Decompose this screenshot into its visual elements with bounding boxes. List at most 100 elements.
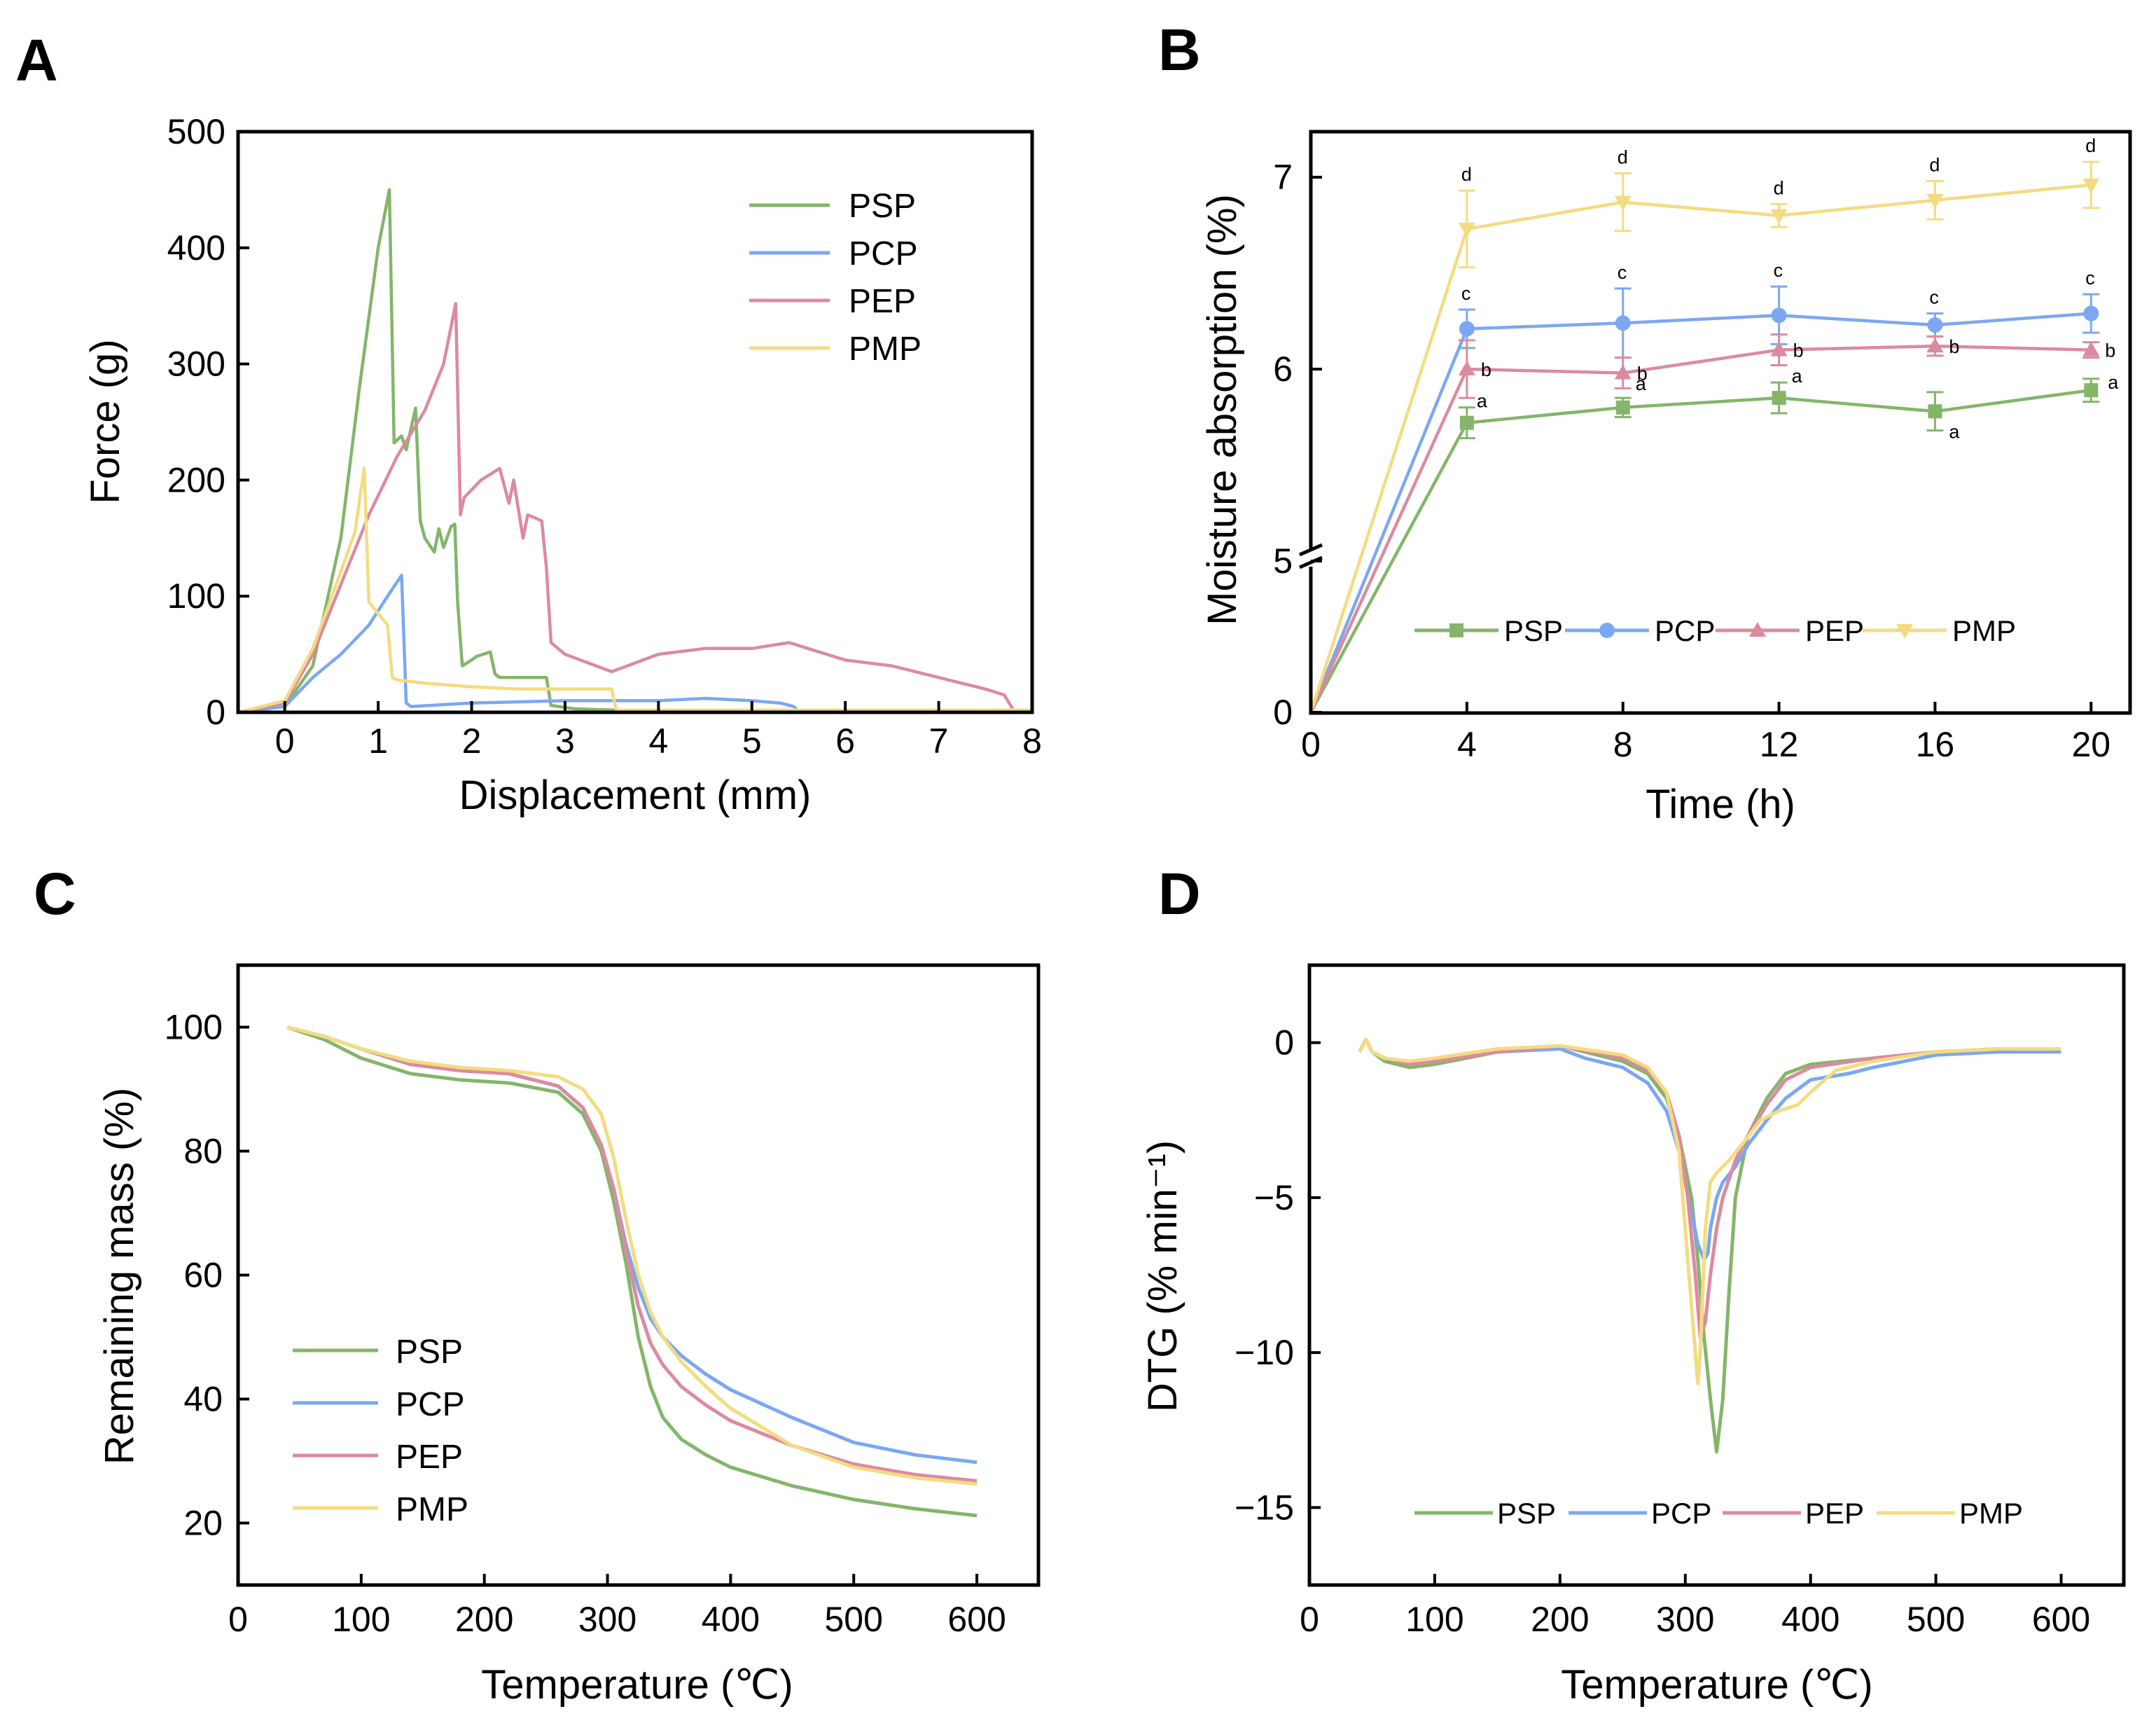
data-marker-pcp <box>1771 307 1787 324</box>
legend-label-psp: PSP <box>1497 1497 1556 1530</box>
data-marker-pmp <box>1614 195 1632 211</box>
legend-label-pcp: PCP <box>1651 1497 1711 1530</box>
y-tick-label: 0 <box>1274 1023 1294 1063</box>
series-line-pmp <box>1309 183 2092 713</box>
series-line-psp <box>286 1025 978 1518</box>
x-tick-label: 2 <box>462 721 482 761</box>
significance-letter-pcp: c <box>2085 268 2095 289</box>
y-axis-label-b: Moisture absorption (%) <box>1199 194 1245 625</box>
legend-label-pcp: PCP <box>396 1386 465 1423</box>
y-tick-label: 500 <box>167 112 225 151</box>
panel-label-b: B <box>1158 17 1201 83</box>
data-marker-psp <box>1459 415 1474 430</box>
legend-marker-pmp <box>1896 624 1913 639</box>
data-marker-pep <box>1926 338 1944 353</box>
significance-letter-pmp: d <box>1774 177 1784 198</box>
series-line-pep <box>1309 344 2092 713</box>
series-line-pmp <box>1358 1037 2061 1385</box>
legend-label-pmp: PMP <box>1959 1497 2023 1530</box>
y-tick-label: 20 <box>183 1504 223 1543</box>
y-tick-label: 5 <box>1273 541 1293 581</box>
significance-letter-psp: a <box>1477 391 1488 412</box>
series-line-pep <box>237 302 1032 714</box>
x-tick-label: 8 <box>1613 725 1633 764</box>
y-tick-label: 7 <box>1273 158 1293 197</box>
x-tick-label: 200 <box>455 1600 513 1639</box>
data-marker-pmp <box>2082 178 2100 193</box>
legend-marker-pep <box>1749 622 1766 637</box>
x-axis-label-b: Time (h) <box>1646 782 1795 827</box>
x-tick-label: 4 <box>1457 725 1477 764</box>
data-marker-psp <box>1615 400 1630 415</box>
x-tick-label: 3 <box>555 721 575 761</box>
significance-letter-pmp: d <box>1929 154 1940 175</box>
legend-label-pep: PEP <box>849 283 916 320</box>
y-axis-label-c: Remaining mass (%) <box>97 1088 142 1465</box>
x-tick-label: 16 <box>1916 725 1955 764</box>
data-marker-pep <box>1614 364 1632 380</box>
significance-letter-pep: b <box>1949 336 1959 357</box>
panel-a: A 0 1 2 3 4 5 6 7 8 0 100 200 300 400 500 Displacement… <box>15 27 1042 818</box>
x-tick-label: 500 <box>825 1600 883 1639</box>
y-tick-label: −5 <box>1254 1178 1294 1217</box>
y-tick-label: 60 <box>183 1256 223 1295</box>
legend-marker-pcp <box>1599 623 1615 638</box>
data-marker-pep <box>1770 341 1788 357</box>
panel-d: D 0 100 200 300 400 500 600 0 −5 −10 −15 Temperatu… <box>1140 861 2126 1708</box>
significance-letter-pep: b <box>1637 363 1648 384</box>
plot-frame-a <box>236 130 1034 714</box>
x-tick-label: 100 <box>1405 1600 1463 1639</box>
axis-break-mark <box>1298 543 1323 557</box>
x-tick-label: 7 <box>929 721 949 761</box>
data-marker-psp <box>1772 391 1786 406</box>
y-tick-label: 0 <box>206 693 225 732</box>
series-line-pcp <box>1309 312 2092 713</box>
y-tick-label: 0 <box>1273 693 1293 732</box>
data-marker-pcp <box>2083 305 2099 321</box>
y-tick-label: −10 <box>1235 1333 1294 1372</box>
x-tick-label: 0 <box>275 721 295 761</box>
significance-letter-pcp: c <box>1461 283 1471 304</box>
y-tick-label: −15 <box>1235 1488 1294 1527</box>
x-tick-label: 400 <box>702 1600 760 1639</box>
x-tick-label: 300 <box>1656 1600 1714 1639</box>
legend-label-pcp: PCP <box>1655 614 1715 647</box>
legend-label-pcp: PCP <box>849 235 918 272</box>
x-tick-label: 6 <box>835 721 855 761</box>
y-tick-label: 100 <box>167 576 225 616</box>
x-tick-label: 300 <box>578 1600 637 1639</box>
significance-letter-pcp: c <box>1929 287 1939 308</box>
legend-marker-psp <box>1449 623 1463 637</box>
panel-label-d: D <box>1158 861 1201 927</box>
legend-label-pmp: PMP <box>849 331 921 368</box>
significance-letter-pmp: d <box>1461 164 1472 185</box>
significance-letter-psp: a <box>1636 373 1647 394</box>
y-tick-label: 100 <box>165 1008 223 1047</box>
legend-label-pep: PEP <box>1805 1497 1864 1530</box>
x-tick-label: 20 <box>2071 725 2110 764</box>
y-axis-label-d: DTG (% min⁻¹) <box>1140 1140 1185 1412</box>
y-axis-label-a: Force (g) <box>83 339 128 504</box>
x-tick-label: 500 <box>1907 1600 1965 1639</box>
legend-label-psp: PSP <box>396 1334 463 1371</box>
series-line-psp <box>237 188 1032 714</box>
data-marker-pep <box>2082 341 2100 357</box>
significance-letter-pcp: c <box>1618 262 1627 283</box>
panel-label-c: C <box>34 861 76 927</box>
x-tick-label: 100 <box>332 1600 390 1639</box>
y-tick-label: 200 <box>167 460 225 499</box>
y-tick-label: 6 <box>1273 350 1293 389</box>
data-marker-pcp <box>1615 315 1631 331</box>
y-tick-label: 40 <box>183 1380 223 1419</box>
y-tick-label: 400 <box>167 228 225 268</box>
legend-label-pmp: PMP <box>396 1491 468 1528</box>
data-marker-pcp <box>1927 317 1943 333</box>
significance-letter-pep: b <box>1793 340 1804 361</box>
significance-letter-psp: a <box>2108 372 2119 393</box>
x-tick-label: 200 <box>1531 1600 1589 1639</box>
axis-break-b <box>1298 543 1323 569</box>
series-line-psp <box>1309 388 2092 714</box>
x-tick-label: 4 <box>648 721 668 761</box>
y-tick-label: 300 <box>167 345 225 384</box>
